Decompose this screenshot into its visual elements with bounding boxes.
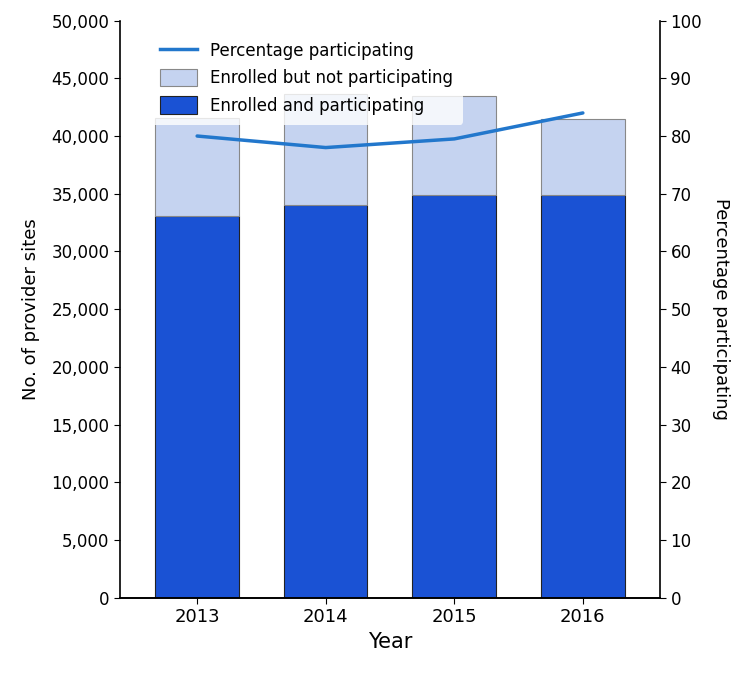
- X-axis label: Year: Year: [368, 631, 413, 652]
- Bar: [541, 119, 625, 195]
- Y-axis label: Percentage participating: Percentage participating: [712, 198, 730, 420]
- Bar: [284, 95, 368, 205]
- Bar: [413, 195, 496, 598]
- Bar: [155, 117, 239, 216]
- Bar: [541, 195, 625, 598]
- Bar: [284, 205, 368, 598]
- Bar: [155, 216, 239, 598]
- Bar: [413, 95, 496, 195]
- Y-axis label: No. of provider sites: No. of provider sites: [22, 218, 40, 400]
- Legend: Percentage participating, Enrolled but not participating, Enrolled and participa: Percentage participating, Enrolled but n…: [150, 32, 463, 124]
